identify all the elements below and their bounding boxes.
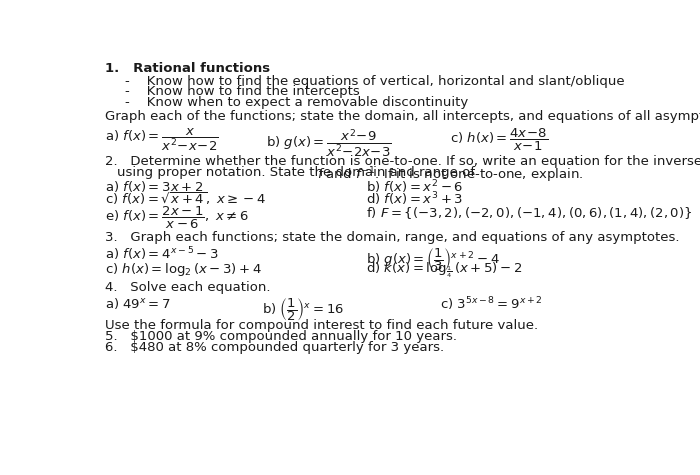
Text: 1.   Rational functions: 1. Rational functions [104,62,270,76]
Text: $f$ and $f^{-1}$. If it is not one-to-one, explain.: $f$ and $f^{-1}$. If it is not one-to-on… [317,166,583,185]
Text: a) $f(x) = 4^{x-5} - 3$: a) $f(x) = 4^{x-5} - 3$ [104,246,218,263]
Text: b) $\left(\dfrac{1}{2}\right)^x = 16$: b) $\left(\dfrac{1}{2}\right)^x = 16$ [262,296,344,323]
Text: b) $g(x) = \dfrac{x^2\!-\!9}{x^2\!-\!2x\!-\!3}$: b) $g(x) = \dfrac{x^2\!-\!9}{x^2\!-\!2x\… [266,127,392,159]
Text: f) $F = \{(-3,2),(-2,0),(-1,4),(0,6),(1,4),(2,0)\}$: f) $F = \{(-3,2),(-2,0),(-1,4),(0,6),(1,… [367,205,693,221]
Text: Graph each of the functions; state the domain, all intercepts, and equations of : Graph each of the functions; state the d… [104,110,700,123]
Text: a) $49^x = 7$: a) $49^x = 7$ [104,296,171,311]
Text: d) $k(x) = \log_{\frac{1}{4}}(x + 5) - 2$: d) $k(x) = \log_{\frac{1}{4}}(x + 5) - 2… [367,261,523,281]
Text: 5.   $1000 at 9% compounded annually for 10 years.: 5. $1000 at 9% compounded annually for 1… [104,330,456,343]
Text: a) $f(x) = 3x + 2$: a) $f(x) = 3x + 2$ [104,179,203,194]
Text: using proper notation. State the domain and range of: using proper notation. State the domain … [117,166,480,179]
Text: b) $g(x) = \left(\dfrac{1}{3}\right)^{x+2} - 4$: b) $g(x) = \left(\dfrac{1}{3}\right)^{x+… [367,246,500,273]
Text: 6.   $480 at 8% compounded quarterly for 3 years.: 6. $480 at 8% compounded quarterly for 3… [104,341,444,354]
Text: a) $f(x) = \dfrac{x}{x^2\!-\!x\!-\!2}$: a) $f(x) = \dfrac{x}{x^2\!-\!x\!-\!2}$ [104,127,218,153]
Text: c) $h(x) = \log_2(x - 3) + 4$: c) $h(x) = \log_2(x - 3) + 4$ [104,261,262,278]
Text: -    Know how to find the intercepts: - Know how to find the intercepts [125,86,360,98]
Text: b) $f(x) = x^2 - 6$: b) $f(x) = x^2 - 6$ [367,179,464,196]
Text: -    Know when to expect a removable discontinuity: - Know when to expect a removable discon… [125,96,468,109]
Text: 4.   Solve each equation.: 4. Solve each equation. [104,281,270,294]
Text: d) $f(x) = x^3 + 3$: d) $f(x) = x^3 + 3$ [367,190,463,208]
Text: 3.   Graph each functions; state the domain, range, and equations of any asympto: 3. Graph each functions; state the domai… [104,231,679,244]
Text: -    Know how to find the equations of vertical, horizontal and slant/oblique: - Know how to find the equations of vert… [125,75,624,88]
Text: c) $f(x) = \sqrt{x + 4},\ x \geq -4$: c) $f(x) = \sqrt{x + 4},\ x \geq -4$ [104,190,266,207]
Text: 2.   Determine whether the function is one-to-one. If so, write an equation for : 2. Determine whether the function is one… [104,155,700,168]
Text: Use the formula for compound interest to find each future value.: Use the formula for compound interest to… [104,319,538,332]
Text: c) $h(x) = \dfrac{4x\!-\!8}{x\!-\!1}$: c) $h(x) = \dfrac{4x\!-\!8}{x\!-\!1}$ [450,127,548,153]
Text: e) $f(x) = \dfrac{2x-1}{x-6},\ x \neq 6$: e) $f(x) = \dfrac{2x-1}{x-6},\ x \neq 6$ [104,205,248,231]
Text: c) $3^{5x-8} = 9^{x+2}$: c) $3^{5x-8} = 9^{x+2}$ [440,296,543,314]
